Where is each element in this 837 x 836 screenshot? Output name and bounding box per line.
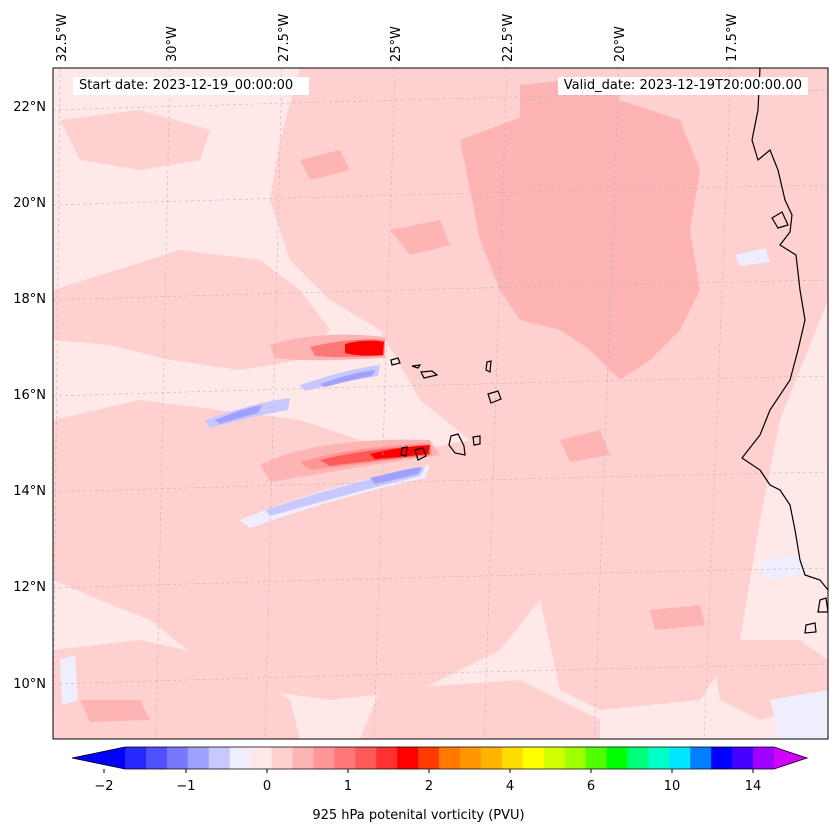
lat-label: 18°N: [13, 292, 46, 307]
colorbar-outline: [71, 746, 809, 770]
colorbar-cell: [229, 747, 252, 769]
colorbar-min-extend: [72, 747, 125, 769]
colorbar-cell: [418, 747, 440, 769]
colorbar-cell: [208, 747, 231, 769]
colorbar-cell: [669, 747, 691, 769]
map-panel: [53, 68, 828, 739]
colorbar-cell: [355, 747, 377, 769]
colorbar-cell: [627, 747, 649, 769]
cbar-tick-label: 2: [425, 779, 433, 794]
island-santiago: [448, 433, 466, 456]
colorbar-cell: [187, 747, 210, 769]
lat-label: 20°N: [13, 196, 46, 211]
lat-label: 12°N: [13, 580, 46, 595]
lat-label: 10°N: [13, 677, 46, 692]
pv-streak-north: [270, 334, 385, 361]
african-coastline: [741, 68, 828, 591]
lat-label: 14°N: [13, 484, 46, 499]
colorbar-cell: [564, 747, 587, 769]
colorbar-cell: [522, 747, 545, 769]
colorbar-cell: [125, 747, 147, 769]
coastlines: [390, 68, 828, 634]
colorbar-cell: [711, 747, 733, 769]
island-fogo: [414, 447, 427, 461]
colorbar: −2 −1 0 1 2 4 6 10 14: [71, 746, 809, 794]
lon-label: 32.5°W: [55, 14, 70, 62]
colorbar-cell: [732, 747, 754, 769]
island-santo-antao: [390, 357, 401, 366]
colorbar-cell: [292, 747, 315, 769]
colorbar-cell: [313, 747, 335, 769]
map-frame: [52, 67, 829, 740]
pv-negative-bands: [60, 248, 828, 739]
colorbar-cell: [606, 747, 629, 769]
colorbar-cell: [334, 747, 356, 769]
start-date-label: Start date: 2023-12-19_00:00:00: [73, 77, 309, 95]
valid-date-label: Valid_date: 2023-12-19T20:00:00.00: [557, 77, 808, 95]
lat-label: 16°N: [13, 388, 46, 403]
colorbar-cell: [271, 747, 294, 769]
cbar-tick-label: 10: [664, 779, 681, 794]
cbar-tick-label: −1: [176, 779, 195, 794]
colorbar-cell: [459, 747, 482, 769]
lon-label: 17.5°W: [725, 14, 740, 62]
lon-label: 27.5°W: [277, 14, 292, 62]
colorbar-cell: [250, 747, 273, 769]
island-sao-vicente: [411, 364, 422, 369]
coastal-inlet: [771, 211, 789, 229]
colorbar-cell: [439, 747, 461, 769]
colorbar-cell: [501, 747, 524, 769]
colorbar-cell: [145, 747, 168, 769]
colorbar-ticks: [103, 769, 754, 773]
colorbar-cell: [648, 747, 670, 769]
colorbar-cell: [585, 747, 608, 769]
cbar-tick-label: 4: [506, 779, 514, 794]
colorbar-cell: [753, 747, 775, 769]
colorbar-cell: [690, 747, 712, 769]
colorbar-cell: [376, 747, 398, 769]
colorbar-tick-labels: −2 −1 0 1 2 4 6 10 14: [94, 779, 761, 794]
cbar-tick-label: 6: [587, 779, 595, 794]
lon-label: 25°W: [389, 26, 404, 62]
island-sao-nicolau: [420, 370, 439, 379]
colorbar-title: 925 hPa potenital vorticity (PVU): [312, 808, 525, 823]
island-brava: [400, 446, 408, 457]
island-boa-vista: [487, 390, 502, 404]
cbar-tick-label: −2: [94, 779, 113, 794]
lon-axis: 32.5°W 30°W 27.5°W 25°W 22.5°W 20°W 17.5…: [55, 14, 740, 62]
coastal-islet-2: [804, 622, 817, 634]
lat-label: 22°N: [13, 100, 46, 115]
colorbar-cell: [166, 747, 189, 769]
cbar-tick-label: 14: [745, 779, 762, 794]
lon-label: 30°W: [165, 26, 180, 62]
lon-label: 22.5°W: [501, 14, 516, 62]
island-sal: [485, 360, 492, 373]
lon-label: 20°W: [613, 26, 628, 62]
lat-axis: 22°N 20°N 18°N 16°N 14°N 12°N 10°N: [13, 100, 46, 692]
colorbar-max-extend: [774, 747, 807, 769]
coastal-islet-1: [817, 597, 828, 613]
graticule: [53, 68, 828, 739]
cbar-tick-label: 1: [344, 779, 352, 794]
colorbar-cell: [397, 747, 419, 769]
colorbar-cells: [125, 747, 775, 769]
pv-streak-south: [260, 439, 440, 482]
cbar-tick-label: 0: [263, 779, 271, 794]
colorbar-cell: [480, 747, 503, 769]
island-maio: [472, 435, 481, 446]
colorbar-cell: [543, 747, 566, 769]
